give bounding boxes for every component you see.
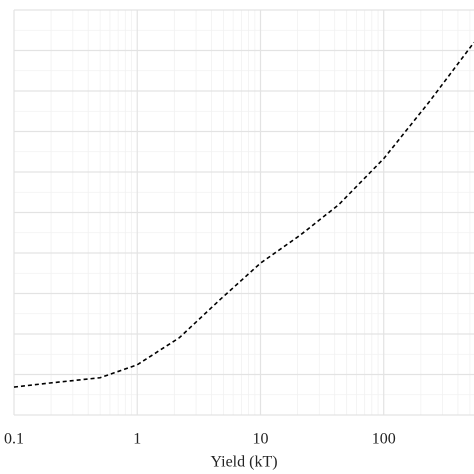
x-axis-label: Yield (kT) bbox=[210, 454, 277, 471]
x-tick-label: 1 bbox=[133, 431, 141, 448]
x-tick-label: 0.1 bbox=[4, 431, 24, 448]
x-tick-label: 100 bbox=[372, 431, 396, 448]
line-series bbox=[13, 41, 474, 388]
x-tick-label: 10 bbox=[252, 431, 268, 448]
